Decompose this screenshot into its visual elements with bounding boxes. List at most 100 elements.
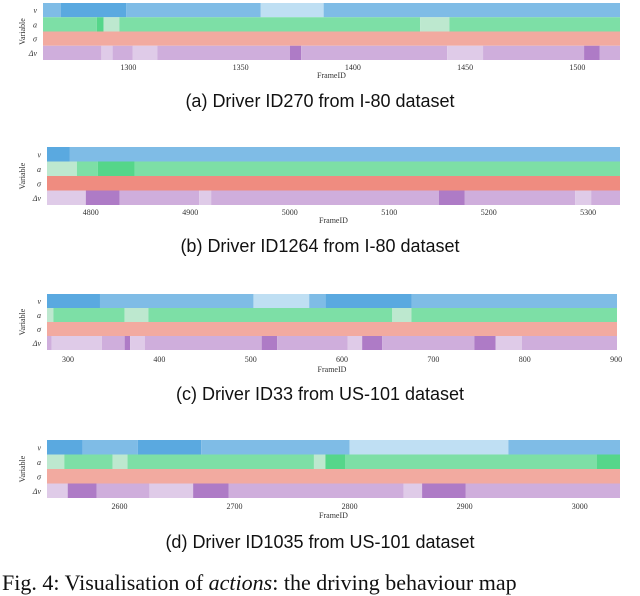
row-label: a xyxy=(37,165,41,174)
y-axis-label: Variable xyxy=(18,455,27,482)
x-tick-label: 1400 xyxy=(345,63,361,72)
segment-a xyxy=(124,308,149,322)
segment-v xyxy=(137,440,202,455)
x-tick-label: 900 xyxy=(610,355,622,364)
segment-a xyxy=(325,454,346,469)
segment-dv xyxy=(584,45,600,60)
x-tick-label: 5200 xyxy=(481,208,497,217)
x-tick-label: 300 xyxy=(62,355,74,364)
segment-a xyxy=(76,161,98,176)
x-axis-label: FrameID xyxy=(319,216,348,225)
row-label: v xyxy=(33,6,37,15)
segment-a xyxy=(96,17,104,32)
segment-a xyxy=(392,308,412,322)
segment-v xyxy=(47,294,100,308)
segment-dv xyxy=(228,483,404,498)
segment-dv xyxy=(96,483,150,498)
x-tick-label: 700 xyxy=(427,355,439,364)
segment-v xyxy=(82,440,138,455)
x-tick-label: 4900 xyxy=(182,208,198,217)
y-axis-label: Variable xyxy=(18,18,27,45)
segment-dv xyxy=(289,45,302,60)
figure-caption: Fig. 4: Visualisation of actions: the dr… xyxy=(0,570,640,596)
subfigure-caption: (c) Driver ID33 from US-101 dataset xyxy=(175,384,465,404)
segment-dv xyxy=(119,190,200,205)
caption-emphasis: actions xyxy=(208,570,273,595)
x-axis-label: FrameID xyxy=(317,71,346,80)
x-tick-label: 600 xyxy=(336,355,348,364)
row-label: a xyxy=(37,311,41,320)
x-tick-label: 400 xyxy=(153,355,165,364)
x-tick-label: 1300 xyxy=(120,63,136,72)
segment-dv xyxy=(47,483,68,498)
segment-v xyxy=(260,3,324,18)
segment-dv xyxy=(474,336,496,350)
segment-a xyxy=(134,161,620,176)
segment-a xyxy=(420,17,450,32)
segment-v xyxy=(43,3,61,18)
segment-dv xyxy=(483,45,585,60)
x-tick-label: 1500 xyxy=(569,63,585,72)
segment-dv xyxy=(465,483,620,498)
segment-dv xyxy=(144,336,262,350)
caption-prefix: Fig. 4: Visualisation of xyxy=(2,570,209,595)
row-label: a xyxy=(37,458,41,467)
x-tick-label: 1450 xyxy=(457,63,473,72)
x-axis-label: FrameID xyxy=(318,365,347,374)
segment-dv xyxy=(193,483,229,498)
segment-dv xyxy=(85,190,120,205)
segment-v xyxy=(323,3,620,18)
segment-dv xyxy=(101,45,113,60)
segment-dv xyxy=(101,336,125,350)
segment-a xyxy=(411,308,617,322)
x-tick-label: 2800 xyxy=(342,502,358,511)
subfigure-caption: (d) Driver ID1035 from US-101 dataset xyxy=(165,532,475,552)
segment-v xyxy=(126,3,261,18)
y-axis-label: Variable xyxy=(18,162,27,189)
segment-v xyxy=(411,294,617,308)
segment-a xyxy=(47,308,54,322)
row-label: v xyxy=(37,150,41,159)
row-label: Δv xyxy=(32,339,42,348)
segment-dv xyxy=(301,45,448,60)
x-axis-label: FrameID xyxy=(319,511,348,520)
segment-dv xyxy=(382,336,475,350)
row-label: Δv xyxy=(28,49,38,58)
segment-v xyxy=(325,294,412,308)
segment-a xyxy=(103,17,120,32)
segment-a xyxy=(449,17,620,32)
segment-v xyxy=(69,147,621,162)
segment-v xyxy=(508,440,620,455)
x-tick-label: 5300 xyxy=(580,208,596,217)
segment-a xyxy=(127,454,314,469)
segment-dv xyxy=(464,190,576,205)
segment-v xyxy=(309,294,326,308)
segment-dv xyxy=(149,483,194,498)
segment-dv xyxy=(362,336,383,350)
segment-dv xyxy=(591,190,620,205)
segment-a xyxy=(47,454,65,469)
x-tick-label: 5000 xyxy=(282,208,298,217)
segment-a xyxy=(345,454,597,469)
x-tick-label: 2900 xyxy=(457,502,473,511)
segment-dv xyxy=(130,336,145,350)
segment-dv xyxy=(112,45,133,60)
segment-v xyxy=(349,440,509,455)
segment-dv xyxy=(495,336,522,350)
segment-dv xyxy=(522,336,617,350)
segment-dv xyxy=(157,45,290,60)
segment-v xyxy=(99,294,254,308)
segment-a xyxy=(119,17,421,32)
segment-a xyxy=(313,454,326,469)
row-label: v xyxy=(37,297,41,306)
segment-sigma xyxy=(43,31,620,46)
segment-dv xyxy=(575,190,592,205)
x-tick-label: 3000 xyxy=(572,502,588,511)
caption-suffix: : the driving behaviour map xyxy=(272,570,517,595)
segment-dv xyxy=(43,45,102,60)
segment-dv xyxy=(51,336,102,350)
x-tick-label: 1350 xyxy=(233,63,249,72)
